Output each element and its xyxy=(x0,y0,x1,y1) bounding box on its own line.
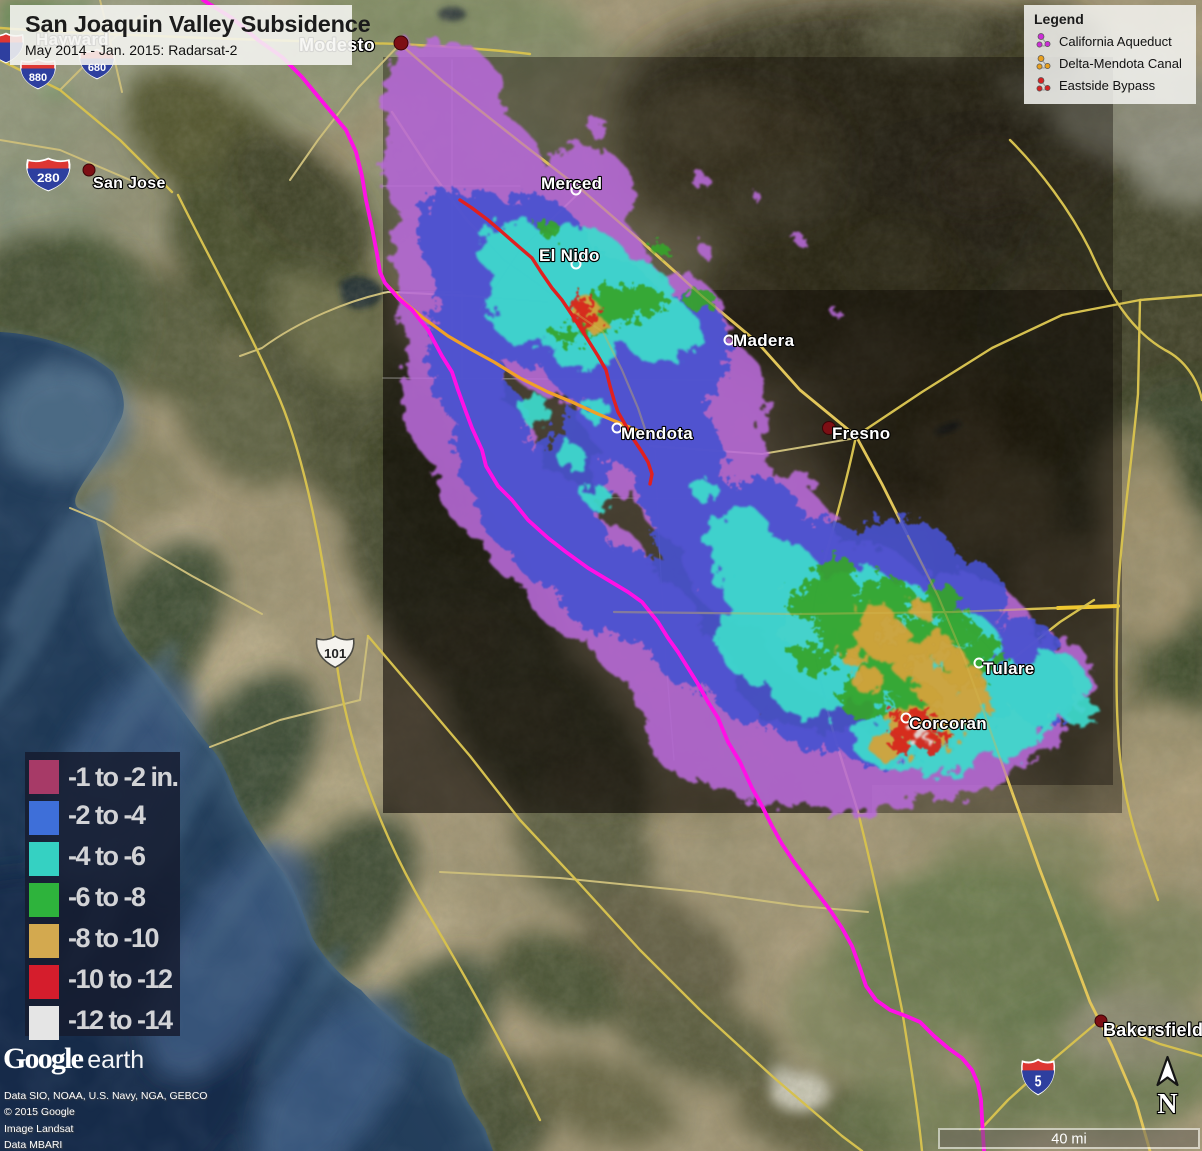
svg-text:101: 101 xyxy=(324,646,346,661)
svg-text:N: N xyxy=(1157,1089,1177,1120)
svg-text:El Nido: El Nido xyxy=(539,246,600,265)
svg-text:San Jose: San Jose xyxy=(93,175,166,192)
svg-text:680: 680 xyxy=(88,62,106,74)
svg-text:5: 5 xyxy=(1035,1072,1042,1090)
svg-text:Fresno: Fresno xyxy=(832,424,890,443)
svg-text:Bakersfield: Bakersfield xyxy=(1103,1020,1202,1040)
svg-text:280: 280 xyxy=(37,171,60,185)
svg-text:Merced: Merced xyxy=(541,174,602,193)
svg-text:880: 880 xyxy=(29,72,47,84)
svg-text:Corcoran: Corcoran xyxy=(909,714,987,733)
svg-text:Mendota: Mendota xyxy=(621,424,693,443)
svg-text:40 mi: 40 mi xyxy=(1051,1132,1086,1148)
svg-text:Tulare: Tulare xyxy=(983,659,1035,678)
svg-text:Madera: Madera xyxy=(733,331,795,350)
